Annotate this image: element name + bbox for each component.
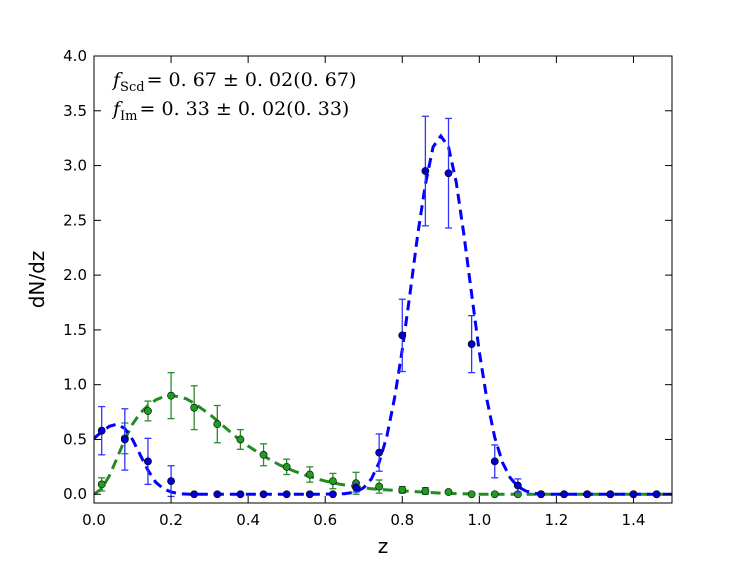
fit-curve-blue — [94, 133, 672, 496]
data-point-green — [236, 435, 245, 444]
y-axis-label: dN/dz — [25, 251, 49, 309]
x-tick-label: 0.6 — [313, 511, 337, 529]
data-point-blue — [467, 340, 476, 349]
data-point-green — [305, 470, 314, 479]
annotation-value: = 0. 67 ± 0. 02(0. 67) — [147, 69, 357, 91]
data-point-blue — [606, 490, 615, 499]
data-point-green — [490, 490, 499, 499]
x-tick-label: 0.2 — [159, 511, 183, 529]
data-point-blue — [560, 490, 569, 499]
data-point-green — [259, 450, 268, 459]
y-tick-label: 0.5 — [63, 430, 87, 448]
x-tick-label: 1.0 — [467, 511, 491, 529]
data-point-blue — [213, 490, 222, 499]
data-point-green — [467, 490, 476, 499]
data-point-blue — [421, 167, 430, 175]
data-point-green — [421, 487, 430, 495]
x-tick-label: 0.8 — [390, 511, 414, 529]
data-point-blue — [583, 490, 592, 499]
plot-content — [94, 115, 672, 499]
data-point-blue — [444, 169, 453, 178]
data-point-blue — [652, 490, 661, 499]
y-tick-label: 2.5 — [63, 211, 87, 229]
y-tick-label: 2.0 — [63, 266, 87, 284]
data-point-blue — [144, 457, 152, 466]
x-tick-label: 1.4 — [622, 511, 646, 529]
data-point-green — [190, 403, 199, 412]
annotation-fraction-im: fIm = 0. 33 ± 0. 02(0. 33) — [111, 98, 349, 124]
annotation-f-symbol: f — [111, 69, 123, 91]
data-point-blue — [352, 483, 360, 492]
data-point-blue — [513, 481, 522, 490]
data-point-green — [398, 485, 407, 494]
y-tick-label: 3.0 — [63, 157, 87, 175]
axis-ticks: 0.0 0.2 0.4 0.6 0.8 1.0 1.2 1.4 0.0 0.5 1.0 1.5 2.0 2… — [63, 47, 672, 529]
data-point-green — [329, 477, 337, 485]
data-point-blue — [490, 457, 499, 466]
data-point-blue — [236, 490, 245, 499]
annotation-subscript: Scd — [120, 80, 145, 95]
y-tick-label: 1.5 — [63, 321, 87, 339]
data-point-green — [213, 420, 222, 429]
x-tick-label: 0.0 — [82, 511, 106, 529]
data-point-blue — [167, 477, 175, 485]
data-point-blue — [398, 331, 407, 340]
annotation-f-symbol: f — [111, 98, 123, 120]
data-point-blue — [375, 448, 384, 457]
x-tick-label: 1.2 — [544, 511, 568, 529]
data-point-green — [167, 391, 175, 400]
data-point-green — [97, 480, 106, 489]
x-tick-label: 0.4 — [236, 511, 260, 529]
y-tick-label: 1.0 — [63, 376, 87, 394]
data-point-blue — [120, 435, 129, 444]
annotation-value: = 0. 33 ± 0. 02(0. 33) — [140, 98, 350, 120]
data-point-green — [375, 482, 384, 491]
data-point-blue — [305, 490, 314, 499]
data-point-blue — [190, 490, 199, 499]
data-point-green — [282, 462, 291, 471]
data-point-blue — [259, 490, 268, 499]
plot-frame — [93, 55, 673, 504]
data-point-green — [444, 488, 453, 496]
annotation-subscript: Im — [120, 109, 137, 124]
data-point-blue — [97, 426, 106, 435]
data-point-blue — [329, 490, 337, 499]
y-tick-label: 0.0 — [63, 485, 87, 503]
annotation-fraction-scd: fScd = 0. 67 ± 0. 02(0. 67) — [111, 69, 356, 95]
x-axis-label: z — [378, 534, 389, 558]
data-point-blue — [282, 490, 291, 499]
data-point-green — [144, 407, 152, 415]
y-tick-label: 3.5 — [63, 102, 87, 120]
data-point-blue — [537, 490, 545, 499]
y-tick-label: 4.0 — [63, 47, 87, 65]
